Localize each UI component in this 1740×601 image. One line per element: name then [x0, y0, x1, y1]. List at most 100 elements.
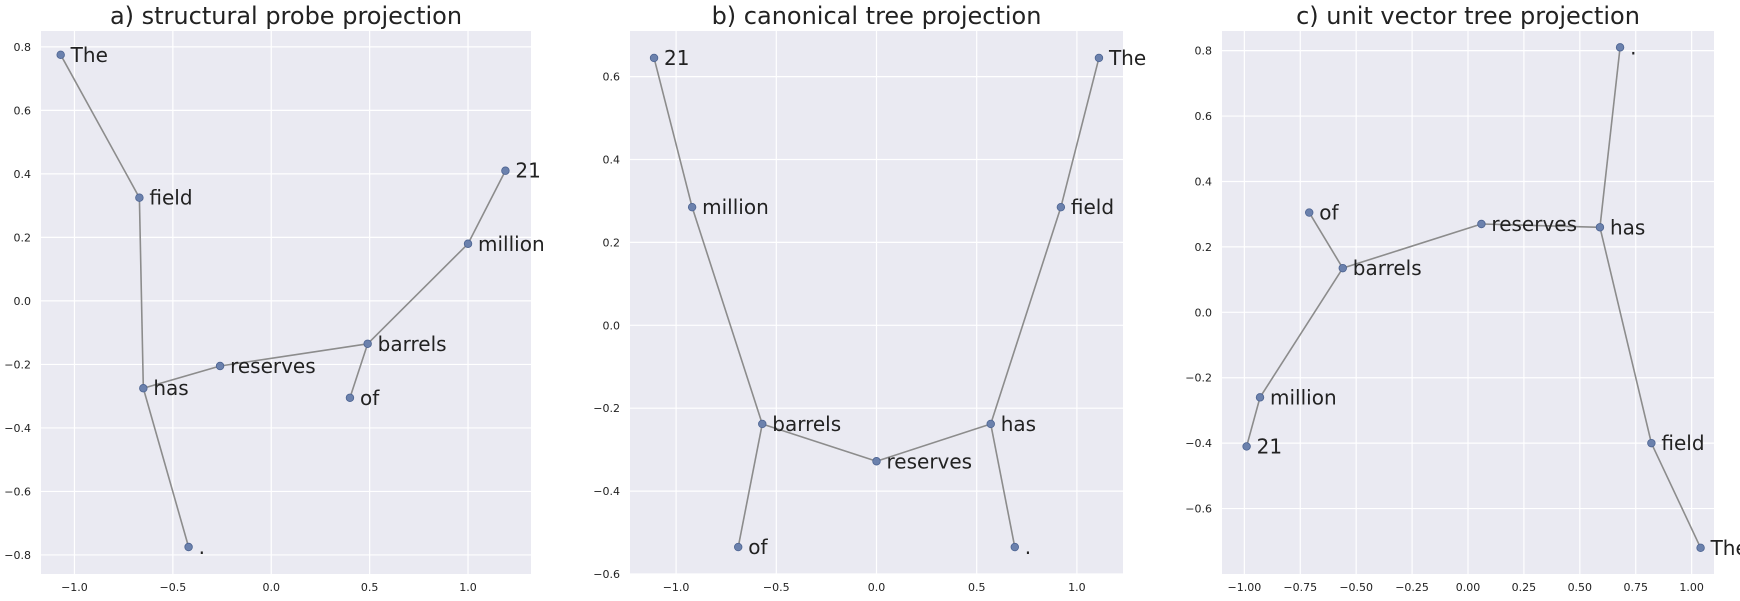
tree-edge: [1259, 267, 1344, 398]
data-point: [501, 166, 510, 175]
tree-edge: [691, 206, 764, 425]
data-point: [184, 542, 193, 552]
data-point: [872, 457, 881, 466]
tree-edge: [762, 423, 877, 463]
tree-edge: [1245, 397, 1261, 447]
y-tick-label: 0.8: [14, 41, 32, 54]
data-point: [1010, 542, 1019, 552]
y-tick-label: −0.8: [4, 549, 31, 562]
data-point: [463, 239, 473, 248]
y-tick-label: 0.4: [603, 153, 621, 166]
data-point: [1255, 393, 1265, 402]
point-label: reserves: [230, 354, 316, 378]
y-tick-label: 0.8: [1195, 45, 1213, 58]
y-tick-label: 0.2: [603, 236, 621, 249]
data-point: [1305, 208, 1314, 217]
x-tick-label: 0.5: [361, 581, 379, 594]
point-label: reserves: [887, 449, 973, 473]
tree-edge: [1599, 47, 1621, 228]
y-tick-label: −0.2: [4, 358, 31, 371]
tree-edge: [142, 388, 190, 548]
tree-edge: [219, 342, 368, 367]
data-point: [1338, 263, 1347, 273]
x-tick-label: −1.00: [1228, 581, 1262, 594]
x-tick-label: 0.50: [1568, 581, 1593, 594]
tree-edge: [59, 54, 141, 199]
x-tick-label: 1.0: [1068, 581, 1086, 594]
tree-edge: [653, 57, 693, 208]
point-label: million: [702, 195, 769, 219]
x-tick-label: −1.0: [61, 581, 88, 594]
y-tick-label: 0.0: [14, 295, 32, 308]
y-tick-label: 0.2: [1195, 241, 1213, 254]
data-point: [56, 50, 65, 60]
data-point: [139, 384, 148, 393]
data-point: [758, 419, 767, 429]
tree-edge: [989, 423, 1016, 548]
y-tick-label: −0.4: [4, 422, 31, 435]
x-tick-label: −0.25: [1395, 581, 1429, 594]
point-label: field: [1661, 431, 1704, 455]
x-tick-label: 1.00: [1679, 581, 1704, 594]
x-tick-label: 0.75: [1623, 581, 1648, 594]
point-label: reserves: [1491, 212, 1577, 236]
y-tick-label: −0.6: [1185, 503, 1212, 516]
x-tick-label: −0.5: [763, 581, 790, 594]
point-label: barrels: [1353, 256, 1422, 280]
y-tick-label: −0.4: [593, 485, 620, 498]
data-point: [215, 361, 225, 371]
y-tick-label: −0.6: [4, 485, 31, 498]
tree-edge: [467, 170, 507, 245]
tree-edge: [989, 206, 1062, 425]
data-point: [363, 339, 372, 348]
point-label: has: [1001, 412, 1036, 436]
y-tick-label: 0.4: [1195, 175, 1213, 188]
y-tick-label: 0.6: [603, 71, 621, 84]
point-label: .: [1025, 535, 1031, 559]
x-tick-label: 0.0: [868, 581, 886, 594]
chart-panel-1: −1.0 −0.5 0.0 0.5 1.0 −0.8 −0.6 −0.4 −0.2 0.0 0.2 0…: [4, 2, 544, 594]
data-point: [345, 393, 355, 402]
tree-edge: [1599, 227, 1653, 444]
point-label: field: [149, 186, 192, 210]
data-point: [1094, 53, 1104, 63]
y-tick-label: 0.0: [603, 319, 621, 332]
point-label: million: [1270, 385, 1337, 409]
chart-panel-2: −1.0 −0.5 0.0 0.5 1.0 −0.6 −0.4 −0.2 0.0 0.2 0.4 0.…: [593, 2, 1146, 594]
x-tick-label: 1.0: [459, 581, 477, 594]
chart-title: a) structural probe projection: [110, 2, 462, 30]
y-tick-label: −0.4: [1185, 437, 1212, 450]
data-point: [986, 419, 995, 429]
x-tick-label: −0.5: [159, 581, 186, 594]
x-tick-label: 0.00: [1456, 581, 1481, 594]
x-tick-label: −0.50: [1339, 581, 1373, 594]
y-tick-label: 0.0: [1195, 306, 1213, 319]
tree-edge: [1308, 212, 1344, 269]
point-label: .: [1630, 35, 1636, 59]
point-label: barrels: [772, 412, 841, 436]
data-point: [1696, 543, 1705, 553]
x-tick-label: 0.5: [968, 581, 986, 594]
data-point: [1647, 438, 1656, 448]
point-label: field: [1071, 195, 1114, 219]
point-label: of: [748, 535, 768, 559]
point-label: 21: [515, 159, 540, 183]
data-point: [135, 193, 144, 202]
y-tick-label: 0.6: [1195, 110, 1213, 123]
y-tick-label: −0.2: [1185, 372, 1212, 385]
tree-edge: [143, 365, 221, 390]
point-label: 21: [664, 46, 689, 70]
point-label: The: [1108, 46, 1146, 70]
x-tick-label: 0.0: [262, 581, 280, 594]
tree-edge: [367, 243, 469, 345]
point-label: The: [70, 43, 108, 67]
point-label: has: [1610, 215, 1645, 239]
x-tick-label: −1.0: [663, 581, 690, 594]
y-tick-label: −0.2: [593, 402, 620, 415]
y-tick-label: 0.4: [14, 168, 32, 181]
tree-edge: [1060, 57, 1100, 208]
y-tick-label: 0.6: [14, 104, 32, 117]
data-point: [1056, 202, 1066, 212]
chart-title: b) canonical tree projection: [712, 2, 1042, 30]
